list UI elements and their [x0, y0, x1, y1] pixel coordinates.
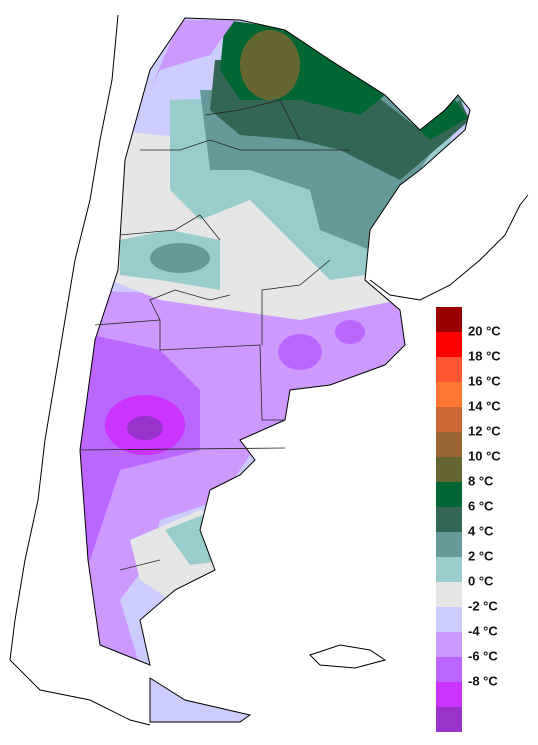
legend-label: 20 °C — [468, 323, 501, 338]
legend-swatch — [436, 632, 462, 657]
province-border — [79, 99, 350, 571]
field-layer — [150, 20, 235, 90]
legend-label: 16 °C — [468, 373, 501, 388]
legend-swatch — [436, 332, 462, 357]
legend-swatch — [436, 357, 462, 382]
legend-swatch — [436, 607, 462, 632]
field-layer — [420, 100, 468, 140]
legend-swatch — [436, 382, 462, 407]
legend-label: 8 °C — [468, 473, 494, 488]
legend-label: 10 °C — [468, 448, 501, 463]
coastline — [369, 194, 529, 301]
coastline — [309, 644, 387, 669]
legend-label: -6 °C — [468, 648, 498, 663]
legend-swatch — [436, 582, 462, 607]
legend-label: -4 °C — [468, 623, 498, 638]
field-layer — [278, 334, 322, 370]
legend-swatch — [436, 532, 462, 557]
legend-label: 12 °C — [468, 423, 501, 438]
legend-label: 2 °C — [468, 548, 494, 563]
field-layer — [150, 243, 210, 273]
legend-swatch — [436, 457, 462, 482]
legend-label: -2 °C — [468, 598, 498, 613]
legend-label: 18 °C — [468, 348, 501, 363]
field-layer — [240, 30, 300, 100]
coastline — [9, 14, 151, 726]
legend-label: 14 °C — [468, 398, 501, 413]
legend-label: 4 °C — [468, 523, 494, 538]
legend: 20 °C 18 °C 16 °C 14 °C 12 °C 10 °C 8 °C 6 °C 4 … — [436, 307, 501, 732]
legend-swatch — [436, 682, 462, 707]
legend-swatch — [436, 482, 462, 507]
legend-swatch — [436, 407, 462, 432]
legend-label: 0 °C — [468, 573, 494, 588]
field-layer — [335, 320, 365, 344]
argentina-border — [79, 17, 471, 723]
legend-swatch — [436, 557, 462, 582]
legend-swatch — [436, 657, 462, 682]
legend-label: 6 °C — [468, 498, 494, 513]
legend-swatch — [436, 432, 462, 457]
legend-label: -8 °C — [468, 673, 498, 688]
legend-swatch — [436, 307, 462, 332]
field-layer — [80, 330, 200, 600]
legend-swatch — [436, 507, 462, 532]
field-layer — [127, 416, 163, 440]
legend-swatch — [436, 707, 462, 732]
